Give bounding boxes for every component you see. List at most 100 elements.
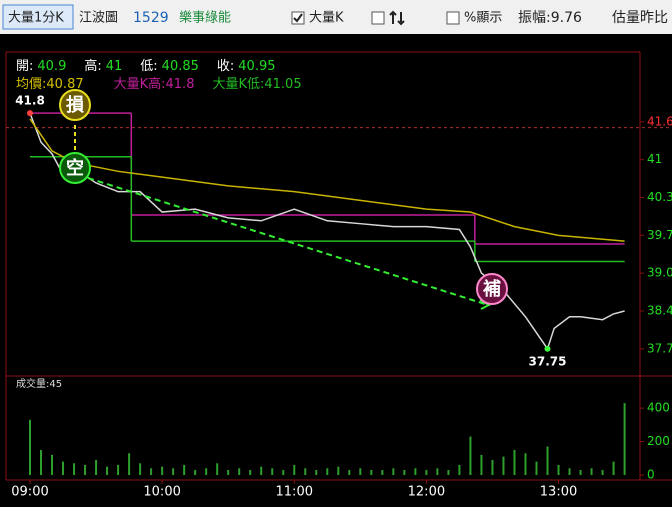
volume-tick-label: 0	[647, 468, 655, 482]
volume-bar	[546, 446, 549, 475]
volume-bar	[128, 453, 131, 475]
info-item: 40.87	[46, 77, 83, 92]
volume-bar	[579, 469, 582, 475]
volume-bar	[238, 468, 241, 475]
volume-bar	[304, 468, 307, 475]
plot: 41.65 41 40.35 39.7 39.05 38.4 37.75 09:00 10:00…	[6, 94, 672, 500]
stop-label: 損	[66, 94, 85, 116]
volume-bar	[117, 464, 120, 475]
volume-bar	[436, 468, 439, 475]
info-row: 開: 40.9 高: 41 低: 40.85 收: 40.95	[16, 58, 276, 74]
extreme-point	[544, 345, 551, 352]
volume-bar	[414, 468, 417, 475]
volume-title: 成交量:45	[16, 377, 62, 390]
volume-bar	[205, 468, 208, 475]
tab[interactable]: 江波圖	[79, 11, 118, 26]
extra: 估量昨比	[612, 10, 668, 26]
volume-bar	[337, 466, 340, 475]
y-tick-label: 38.4	[647, 303, 672, 317]
volume-bar	[623, 403, 626, 475]
cover-label: 補	[482, 278, 501, 300]
volume-bar	[392, 468, 395, 475]
volume-bar	[106, 466, 109, 475]
x-tick-label: 10:00	[143, 485, 180, 500]
volume-bar	[403, 469, 406, 475]
volume-bar	[172, 468, 175, 475]
info-item: 均價:	[16, 77, 46, 92]
chart-bg	[0, 34, 672, 507]
volume-tick-label: 200	[647, 434, 670, 448]
volume-bar	[139, 463, 142, 475]
extreme-label: 37.75	[529, 354, 567, 368]
info-row-2: 均價:40.87 大量K高:41.8 大量K低:41.05	[16, 76, 302, 92]
volume-bar	[348, 469, 351, 475]
volume-bar	[612, 461, 615, 475]
volume-bar	[590, 468, 593, 475]
volume-bar	[535, 461, 538, 475]
volume-bar	[249, 469, 252, 475]
volume-bar	[227, 469, 230, 475]
volume-bar	[73, 463, 76, 475]
volume-bar	[513, 449, 516, 475]
y-tick-label: 39.05	[647, 266, 672, 280]
volume-bar	[557, 464, 560, 475]
cover-marker	[476, 273, 508, 305]
volume-bar	[502, 456, 505, 475]
stock-code: 1529	[133, 10, 169, 26]
volume-bar	[183, 464, 186, 475]
checkbox-label[interactable]: %顯示	[464, 11, 502, 26]
checkbox[interactable]	[371, 11, 385, 25]
volume-tick-label: 400	[647, 401, 670, 415]
volume-bar	[425, 469, 428, 475]
x-tick-label: 12:00	[408, 485, 445, 500]
checkbox-label[interactable]: 大量K	[309, 11, 344, 26]
tab-selected[interactable]	[2, 4, 74, 30]
volume-bar	[458, 464, 461, 475]
volume-bar	[326, 468, 329, 475]
frame	[5, 51, 672, 481]
x-tick-label: 13:00	[540, 485, 577, 500]
volume-bar	[161, 466, 164, 475]
x-tick-label: 11:00	[276, 485, 313, 500]
volume-bar	[601, 469, 604, 475]
extreme-point	[27, 110, 33, 117]
volume-bar	[29, 419, 31, 475]
tab[interactable]: 大量1分K	[8, 11, 64, 26]
volume-bar	[524, 453, 527, 475]
stock-name: 樂事綠能	[179, 10, 231, 26]
volume-bar	[51, 454, 54, 475]
short-marker	[59, 152, 91, 184]
info-item: 41.8	[166, 77, 195, 92]
volume-bar	[95, 459, 98, 475]
volume-bar	[491, 459, 494, 475]
short-label: 空	[66, 157, 84, 179]
y-tick-label: 40.35	[647, 190, 672, 204]
y-tick-label: 39.7	[647, 228, 672, 242]
volume-bar	[260, 466, 263, 475]
checkbox[interactable]	[446, 11, 460, 25]
stop-marker	[59, 89, 91, 121]
y-tick-label: 37.75	[647, 341, 672, 355]
toolbar	[0, 0, 672, 34]
info-item: 41.05	[264, 77, 301, 92]
volume-bar	[194, 469, 197, 475]
volume-bar	[216, 463, 219, 475]
volume-bar	[150, 468, 153, 475]
y-tick-label: 41	[647, 152, 662, 166]
volume-bar	[359, 468, 362, 475]
volume-bar	[282, 469, 285, 475]
volume-bar	[447, 469, 450, 475]
info-item: 大量K高:	[114, 76, 166, 92]
volume-bar	[370, 469, 373, 475]
volume-bar	[480, 454, 483, 475]
volume-bar	[568, 468, 571, 475]
volume-bar	[293, 464, 296, 475]
x-tick-label: 09:00	[11, 485, 48, 500]
info-item: 大量K低:	[212, 77, 264, 92]
amplitude: 振幅:9.76	[518, 10, 582, 26]
sort-icon[interactable]	[389, 10, 405, 26]
volume-bar	[381, 469, 384, 475]
volume-bar	[315, 469, 318, 475]
